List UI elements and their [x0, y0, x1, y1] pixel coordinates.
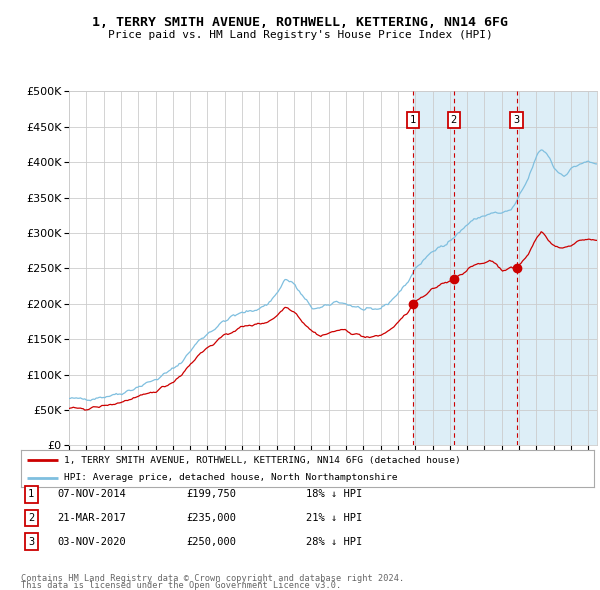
Text: 3: 3 — [28, 537, 34, 546]
Text: 2: 2 — [451, 115, 457, 124]
Text: 1, TERRY SMITH AVENUE, ROTHWELL, KETTERING, NN14 6FG (detached house): 1, TERRY SMITH AVENUE, ROTHWELL, KETTERI… — [64, 455, 461, 464]
Text: £250,000: £250,000 — [186, 537, 236, 546]
Text: This data is licensed under the Open Government Licence v3.0.: This data is licensed under the Open Gov… — [21, 581, 341, 590]
Text: 1, TERRY SMITH AVENUE, ROTHWELL, KETTERING, NN14 6FG: 1, TERRY SMITH AVENUE, ROTHWELL, KETTERI… — [92, 16, 508, 29]
Text: 1: 1 — [28, 490, 34, 499]
Text: HPI: Average price, detached house, North Northamptonshire: HPI: Average price, detached house, Nort… — [64, 473, 397, 482]
Text: 3: 3 — [514, 115, 520, 124]
Text: 2: 2 — [28, 513, 34, 523]
Text: £199,750: £199,750 — [186, 490, 236, 499]
Text: Contains HM Land Registry data © Crown copyright and database right 2024.: Contains HM Land Registry data © Crown c… — [21, 573, 404, 583]
Text: Price paid vs. HM Land Registry's House Price Index (HPI): Price paid vs. HM Land Registry's House … — [107, 31, 493, 40]
Text: 28% ↓ HPI: 28% ↓ HPI — [306, 537, 362, 546]
Text: £235,000: £235,000 — [186, 513, 236, 523]
Text: 21% ↓ HPI: 21% ↓ HPI — [306, 513, 362, 523]
Text: 21-MAR-2017: 21-MAR-2017 — [57, 513, 126, 523]
Text: 1: 1 — [410, 115, 416, 124]
Text: 07-NOV-2014: 07-NOV-2014 — [57, 490, 126, 499]
Bar — [413, 91, 597, 445]
Text: 03-NOV-2020: 03-NOV-2020 — [57, 537, 126, 546]
Text: 18% ↓ HPI: 18% ↓ HPI — [306, 490, 362, 499]
